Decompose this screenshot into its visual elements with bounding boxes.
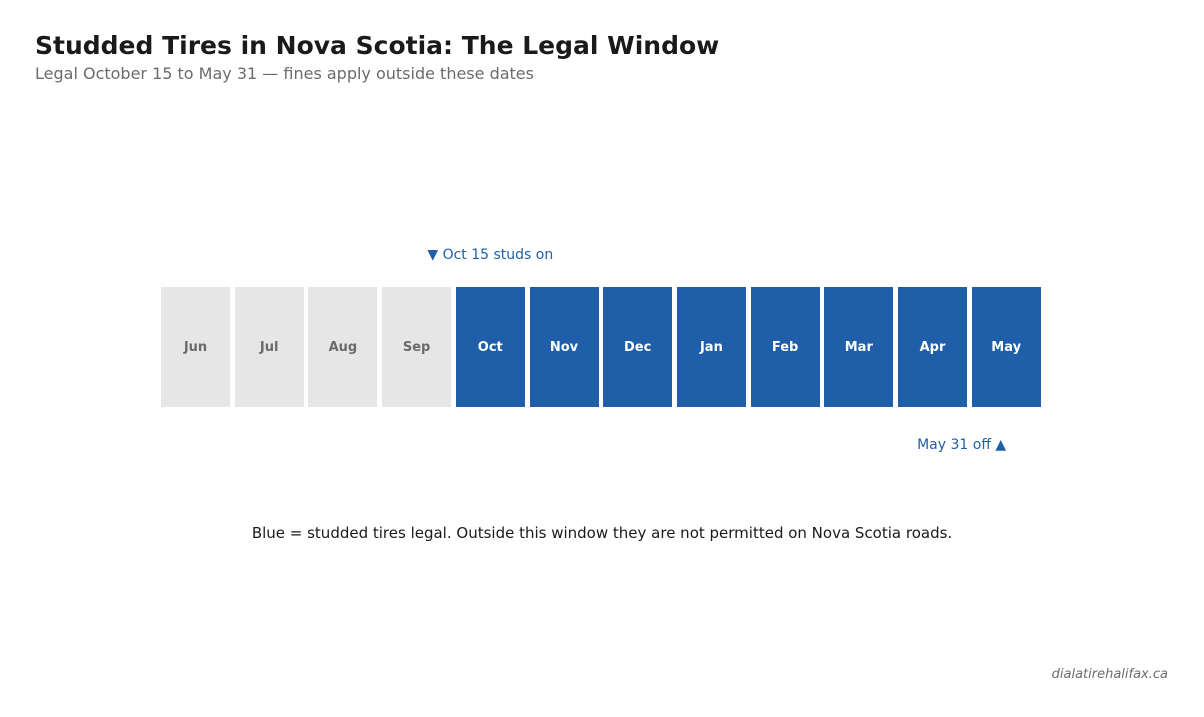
month-cell-jan: Jan — [676, 287, 746, 407]
month-cell-sep: Sep — [382, 287, 452, 407]
month-label: May — [991, 339, 1022, 355]
month-cell-jun: Jun — [161, 287, 230, 407]
month-label: Feb — [771, 339, 799, 355]
month-cell-dec: Dec — [603, 287, 673, 407]
month-label: Jul — [259, 339, 279, 355]
legal-start-annotation: ▼ Oct 15 studs on — [427, 247, 554, 263]
legal-end-annotation: May 31 off ▲ — [917, 437, 1007, 453]
month-label: Dec — [624, 339, 652, 355]
source-credit: dialatirehalifax.ca — [1051, 667, 1168, 682]
month-label: Jun — [183, 339, 208, 355]
chart-title: Studded Tires in Nova Scotia: The Legal … — [35, 31, 720, 60]
month-cell-jul: Jul — [234, 287, 304, 407]
month-cell-may: May — [971, 287, 1041, 407]
month-strip: Jun Jul Aug Sep Oct Nov Dec Jan Feb Mar Apr May — [161, 287, 1041, 407]
month-cell-nov: Nov — [529, 287, 599, 407]
month-label: Mar — [844, 339, 873, 355]
month-label: Sep — [402, 339, 431, 355]
legend-note: Blue = studded tires legal. Outside this… — [251, 524, 953, 542]
month-label: Aug — [328, 339, 358, 355]
month-label: Nov — [549, 339, 579, 355]
month-cell-oct: Oct — [455, 287, 525, 407]
chart-subtitle: Legal October 15 to May 31 — fines apply… — [35, 64, 534, 83]
month-label: Jan — [699, 339, 723, 355]
month-label: Apr — [919, 339, 946, 355]
month-cell-apr: Apr — [898, 287, 967, 407]
month-cell-feb: Feb — [750, 287, 820, 407]
month-cell-mar: Mar — [824, 287, 894, 407]
month-label: Oct — [477, 339, 503, 355]
month-cell-aug: Aug — [308, 287, 378, 407]
